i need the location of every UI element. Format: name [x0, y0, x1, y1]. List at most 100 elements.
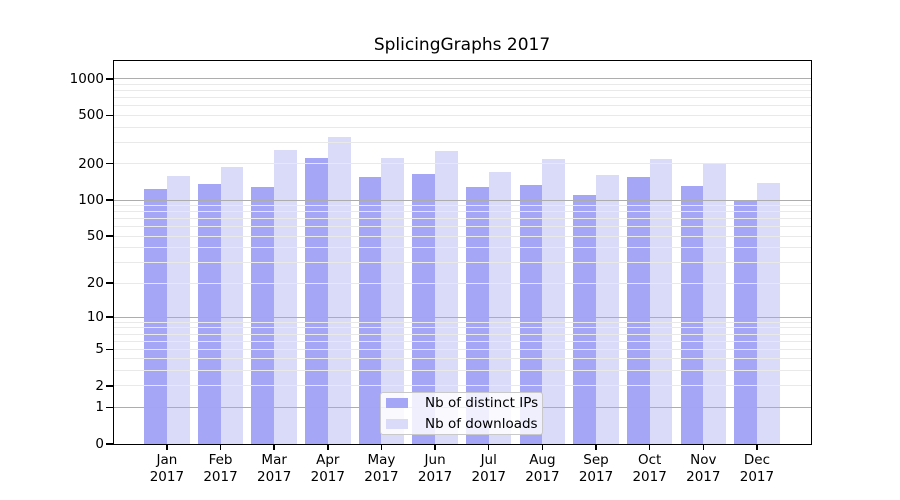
bar-downloads-oct [649, 158, 673, 444]
gridline-major [114, 199, 811, 201]
gridline-minor [114, 211, 811, 213]
x-tick-label-month: Jan [156, 452, 178, 468]
gridline-minor [114, 333, 811, 335]
gridline-minor [114, 226, 811, 228]
gridline-minor [114, 163, 811, 165]
y-tick-label: 200 [78, 155, 104, 172]
gridline-minor [114, 321, 811, 323]
x-tick-mark [434, 444, 436, 450]
legend-label: Nb of distinct IPs [425, 395, 539, 411]
gridline-minor [114, 141, 811, 143]
bar-downloads-mar [274, 150, 297, 444]
x-tick-mark [595, 444, 597, 450]
bar-distinct-ips-aug [519, 185, 543, 444]
gridline-minor [114, 97, 811, 99]
gridline-minor [114, 385, 811, 387]
x-tick-label-month: Apr [316, 452, 340, 468]
y-tick-label: 10 [86, 309, 104, 326]
gridline-minor [114, 205, 811, 207]
bar-distinct-ips-jun [412, 174, 436, 444]
x-tick-label-year: 2017 [471, 468, 506, 485]
bar-distinct-ips-nov [680, 185, 704, 444]
bar-downloads-jul [488, 171, 512, 444]
y-tick-mark [106, 443, 113, 445]
x-tick-mark [756, 444, 758, 450]
y-tick-mark [106, 385, 113, 387]
x-tick-mark [166, 444, 168, 450]
y-tick-mark [106, 235, 113, 237]
x-tick-label: Oct 2017 [610, 452, 690, 485]
gridline-minor [114, 83, 811, 85]
x-tick-label-month: Mar [261, 452, 287, 468]
x-tick-label-year: 2017 [686, 468, 721, 485]
x-tick-label: May 2017 [341, 452, 421, 485]
x-tick-mark [219, 444, 222, 450]
y-tick-mark [106, 348, 113, 351]
x-tick-mark [541, 444, 544, 450]
y-tick-label: 2 [95, 377, 104, 394]
bar-distinct-ips-oct [626, 177, 650, 444]
x-tick-label: Jan 2017 [127, 452, 207, 485]
bar-downloads-jan [166, 175, 190, 444]
bar-downloads-feb [220, 166, 244, 444]
gridline-minor [114, 327, 811, 329]
y-tick-mark [106, 114, 113, 117]
x-tick-label: Jun 2017 [395, 452, 475, 485]
x-tick-label-year: 2017 [578, 468, 614, 485]
bar-distinct-ips-jan [144, 189, 167, 444]
gridline-minor [114, 126, 811, 128]
x-tick-label-month: May [367, 452, 396, 468]
x-tick-mark [327, 444, 329, 450]
gridline-minor [114, 282, 811, 284]
gridline-minor [114, 348, 811, 350]
x-tick-label: Jul 2017 [449, 452, 529, 485]
bar-downloads-dec [756, 182, 780, 444]
x-tick-label-year: 2017 [203, 468, 238, 485]
gridline-minor [114, 358, 811, 360]
gridline-minor [114, 261, 811, 263]
x-tick-mark [273, 444, 275, 450]
plot-area [113, 60, 812, 445]
x-tick-label: Feb 2017 [181, 452, 261, 485]
y-tick-mark [106, 316, 113, 318]
x-tick-label: Aug 2017 [502, 452, 582, 485]
x-tick-label-year: 2017 [417, 468, 453, 485]
y-tick-label: 1 [95, 399, 104, 416]
x-tick-label-year: 2017 [149, 468, 185, 485]
gridline-minor [114, 340, 811, 342]
x-tick-label-month: Aug [529, 452, 556, 468]
y-tick-label: 500 [78, 107, 104, 124]
y-tick-label: 20 [86, 275, 104, 292]
bar-distinct-ips-apr [305, 158, 328, 444]
gridline-minor [114, 235, 811, 237]
x-tick-mark [380, 444, 383, 450]
x-tick-label: Nov 2017 [663, 452, 743, 485]
x-tick-label-year: 2017 [632, 468, 667, 485]
gridline-minor [114, 370, 811, 372]
bar-downloads-nov [703, 163, 726, 444]
y-tick-mark [106, 162, 113, 165]
y-tick-label: 5 [95, 341, 104, 358]
bar-downloads-apr [327, 137, 351, 444]
x-tick-label-month: Jun [424, 452, 446, 468]
gridline-major [114, 316, 811, 318]
x-tick-label-month: Jul [480, 452, 497, 468]
y-tick-label: 0 [95, 436, 104, 452]
gridline-minor [114, 114, 811, 116]
gridline-minor [114, 218, 811, 220]
legend-row: Nb of distinct IPs [386, 394, 542, 413]
y-tick-mark [106, 78, 113, 80]
x-tick-label-month: Feb [208, 452, 233, 468]
gridline-major [114, 78, 811, 80]
x-tick-mark [702, 444, 705, 450]
legend-swatch-distinct-ips [386, 398, 408, 408]
legend-row: Nb of downloads [386, 415, 542, 434]
gridline-minor [114, 105, 811, 107]
bar-distinct-ips-sep [573, 195, 596, 444]
x-tick-label-year: 2017 [364, 468, 399, 485]
y-tick-mark [106, 199, 113, 201]
gridline-minor [114, 90, 811, 92]
y-tick-label: 50 [86, 228, 104, 245]
x-tick-label: Sep 2017 [556, 452, 636, 485]
